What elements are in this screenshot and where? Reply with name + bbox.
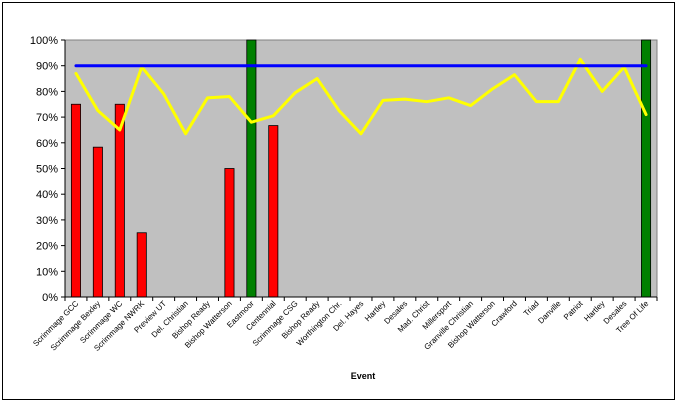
y-tick-labels: 0% 10% 20% 30% 40% 50% 60% 70% 80% 90% 100% <box>30 35 65 304</box>
bar-s0-7 <box>224 168 235 298</box>
y-tick-label: 90% <box>36 61 58 73</box>
plot-area <box>64 39 658 298</box>
bar-s1-26 <box>641 39 652 298</box>
y-tick-label: 80% <box>36 86 58 98</box>
bar-s0-3 <box>136 232 147 298</box>
y-tick-label: 20% <box>36 241 58 253</box>
y-tick-label: 100% <box>30 35 58 47</box>
bar-s0-0 <box>70 103 81 298</box>
x-tick-label: Triad <box>522 299 541 318</box>
y-tick-label: 70% <box>36 112 58 124</box>
bar-s0-2 <box>114 103 125 298</box>
bar-s1-8 <box>246 39 257 298</box>
y-tick-label: 60% <box>36 138 58 150</box>
y-tick-label: 30% <box>36 215 58 227</box>
line-series-2 <box>74 57 648 136</box>
x-tick-label: Danville <box>536 299 563 326</box>
lines-layer <box>74 57 648 136</box>
y-tick-label: 0% <box>42 292 58 304</box>
bar-s0-1 <box>92 146 103 298</box>
x-axis-title: Event <box>351 371 376 381</box>
y-tick-label: 10% <box>36 266 58 278</box>
y-tick-label: 40% <box>36 189 58 201</box>
y-tick-label: 50% <box>36 164 58 176</box>
x-tick-label: Patriot <box>562 299 585 322</box>
bar-s0-9 <box>268 125 279 298</box>
